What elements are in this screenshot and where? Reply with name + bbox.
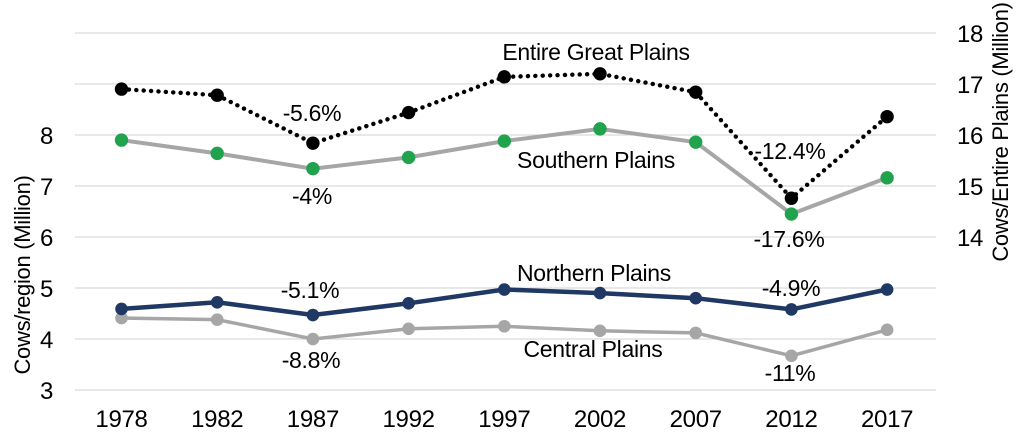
series-southern-plains-label: Southern Plains [517,147,675,173]
x-axis-tick: 2007 [670,406,722,433]
series-entire-great-plains-marker [880,109,894,124]
left-axis-tick: 7 [40,174,53,201]
series-northern-plains-marker [593,286,607,300]
series-southern-plains-marker [114,133,129,147]
annotation-central-plains-1987: -8.8% [282,347,341,373]
series-entire-great-plains-marker [593,67,607,81]
series-northern-plains-marker [306,308,320,322]
annotation-entire-great-plains-2012: -12.4% [754,138,825,164]
series-northern-plains-marker [498,283,511,296]
series-central-plains-marker [115,311,128,325]
annotation-southern-plains-2012: -17.6% [753,226,824,252]
series-northern-plains-marker [785,303,798,316]
series-entire-great-plains-marker [306,136,320,150]
series-northern-plains-label: Northern Plains [517,260,671,286]
x-axis-tick: 2002 [574,406,626,433]
left-axis-tick: 6 [40,225,53,252]
annotation-entire-great-plains-1987: -5.6% [283,100,342,126]
series-entire-great-plains-marker [689,85,703,99]
series-entire-great-plains-marker [784,191,799,205]
series-northern-plains-marker [689,291,702,305]
series-central-plains-marker [402,322,415,336]
right-axis-title: Cows/Entire Plains (Million) [988,2,1013,261]
series-southern-plains-marker [401,150,416,165]
series-southern-plains-marker [689,135,703,149]
left-axis-tick: 8 [40,123,53,150]
series-central-plains-marker [880,323,894,337]
right-axis-tick: 16 [957,123,983,150]
series-central-plains-marker [689,326,702,340]
series-central-plains-label: Central Plains [524,336,663,362]
left-axis-tick: 3 [40,378,53,405]
annotation-southern-plains-1987: -4% [292,183,332,209]
x-axis-tick: 1992 [382,406,434,433]
right-axis-tick: 18 [957,21,983,48]
x-axis-tick: 2017 [861,406,913,433]
series-entire-great-plains-marker [114,82,129,96]
series-southern-plains-marker [593,122,607,136]
series-entire-great-plains-marker [497,70,511,84]
annotation-central-plains-2012: -11% [765,360,816,386]
right-axis-tick: 17 [957,72,983,99]
annotation-northern-plains-2012: -4.9% [762,275,821,301]
series-southern-plains-marker [210,146,224,161]
series-northern-plains-marker [880,283,894,296]
series-central-plains-marker [210,313,224,326]
right-axis-tick: 14 [957,225,983,252]
x-axis-tick: 1978 [95,406,147,433]
series-central-plains-marker [498,319,511,333]
series-southern-plains-marker [497,134,511,148]
series-northern-plains-marker [210,295,224,309]
right-axis-tick: 15 [957,174,983,201]
left-axis-tick: 4 [40,327,53,354]
x-axis-tick: 2012 [765,406,817,433]
x-axis-tick: 1987 [287,406,339,433]
series-northern-plains-marker [402,297,415,310]
left-axis-tick: 5 [40,276,53,303]
x-axis-tick: 1997 [478,406,530,433]
series-southern-plains-marker [784,207,799,221]
series-northern-plains-marker [115,302,128,316]
series-central-plains-marker [306,332,320,346]
series-entire-great-plains-marker [210,88,224,102]
series-central-plains-marker [593,324,607,338]
series-southern-plains-marker [880,171,894,185]
series-central-plains-marker [785,349,798,363]
x-axis-tick: 1982 [191,406,243,433]
annotation-northern-plains-1987: -5.1% [281,277,340,303]
series-southern-plains-marker [306,161,320,176]
left-axis-title: Cows/region (Million) [10,175,35,374]
series-entire-great-plains-label: Entire Great Plains [502,39,689,65]
series-entire-great-plains-marker [401,105,416,120]
